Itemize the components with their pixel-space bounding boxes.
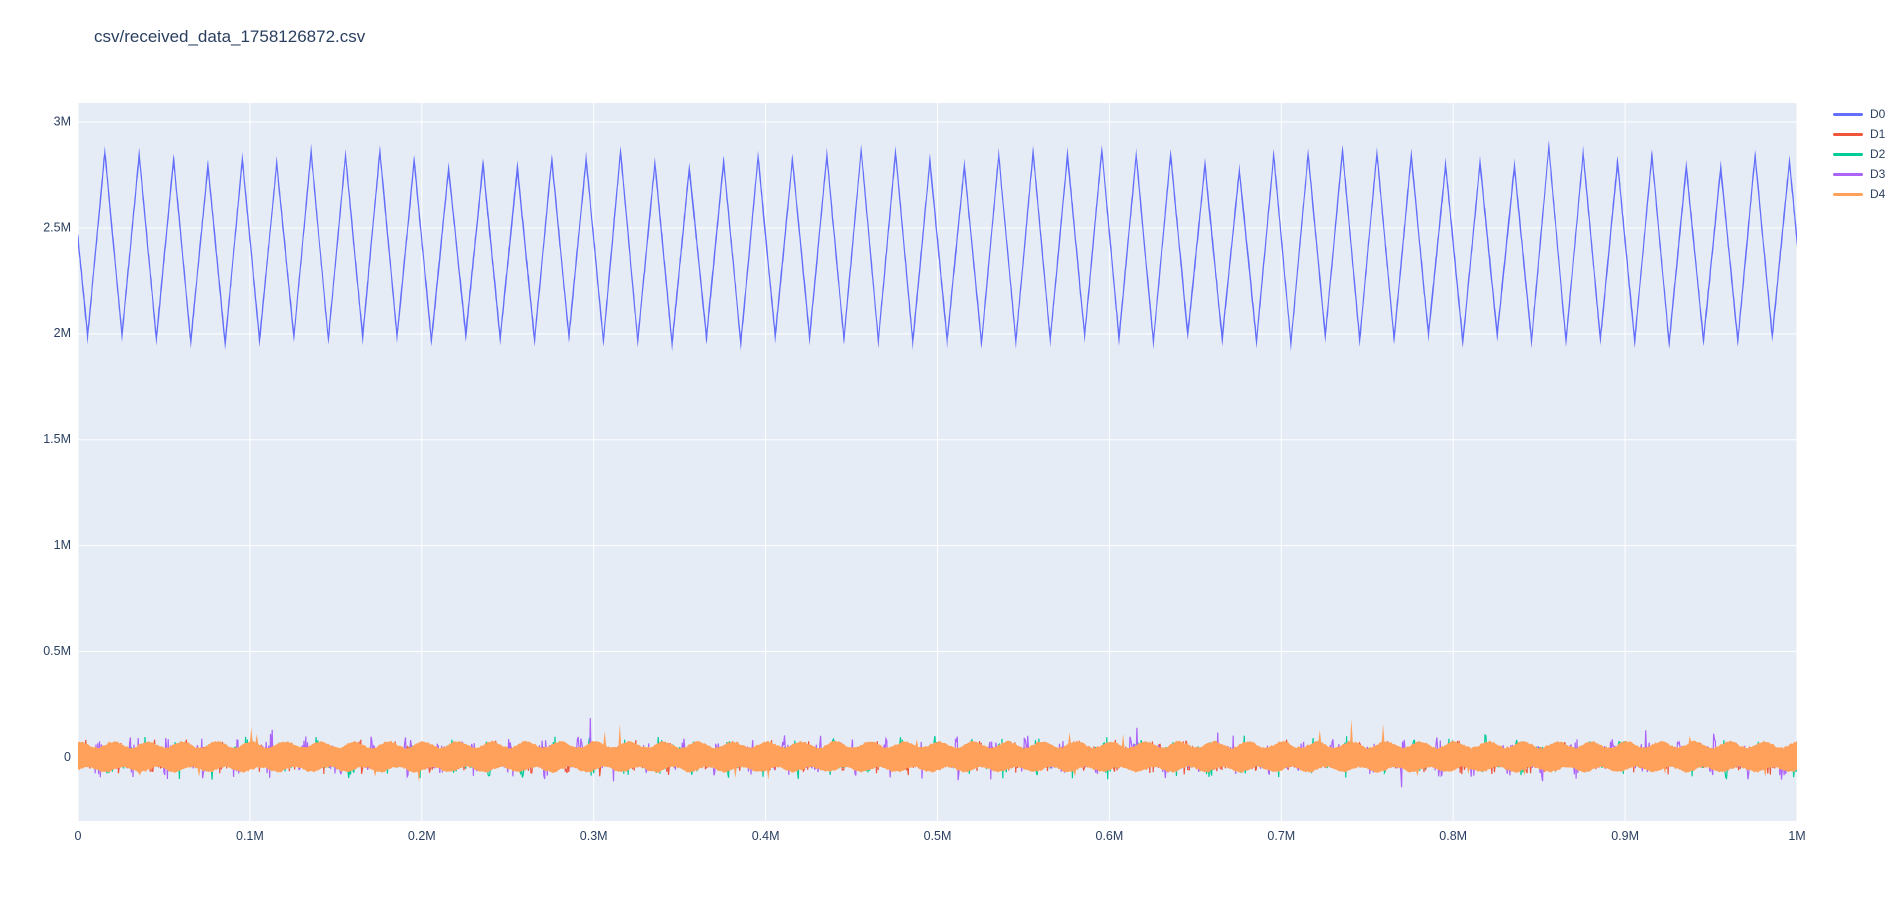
y-axis-labels: 0 0.5M 1M 1.5M 2M 2.5M 3M [43,114,71,763]
x-axis-labels: 0 0.1M 0.2M 0.3M 0.4M 0.5M 0.6M 0.7M 0.8M 0.9M 1M [75,829,1806,843]
x-tick-label: 0.3M [580,829,608,843]
y-tick-label: 0.5M [43,644,71,658]
y-tick-label: 1M [54,538,71,552]
legend-line-swatch-D3 [1833,172,1863,176]
legend-label: D4 [1870,187,1886,201]
y-tick-label: 1.5M [43,432,71,446]
legend-label: D2 [1870,147,1886,161]
legend[interactable]: D0 D1 D2 D3 D4 [1833,104,1885,204]
legend-item-D4[interactable]: D4 [1833,184,1885,204]
x-tick-label: 0.4M [752,829,780,843]
x-tick-label: 0.8M [1439,829,1467,843]
series-D0[interactable] [78,140,1797,352]
y-tick-label: 2M [54,326,71,340]
x-tick-label: 0.1M [236,829,264,843]
y-tick-label: 0 [64,750,71,764]
legend-item-D1[interactable]: D1 [1833,124,1885,144]
legend-line-swatch-D2 [1833,152,1863,156]
series-D4[interactable] [78,718,1797,782]
legend-line-swatch-D4 [1833,192,1863,196]
series-group [78,140,1797,788]
y-tick-label: 2.5M [43,220,71,234]
chart-title: csv/received_data_1758126872.csv [94,27,366,46]
y-tick-label: 3M [54,114,71,128]
x-tick-label: 0.7M [1267,829,1295,843]
legend-label: D1 [1870,127,1886,141]
legend-item-D3[interactable]: D3 [1833,164,1885,184]
x-tick-label: 0.9M [1611,829,1639,843]
legend-item-D2[interactable]: D2 [1833,144,1885,164]
legend-item-D0[interactable]: D0 [1833,104,1885,124]
x-tick-label: 0.5M [924,829,952,843]
legend-line-swatch-D0 [1833,112,1863,116]
legend-label: D0 [1870,107,1886,121]
legend-line-swatch-D1 [1833,132,1863,136]
x-tick-label: 0.6M [1096,829,1124,843]
x-tick-label: 1M [1788,829,1805,843]
legend-label: D3 [1870,167,1886,181]
x-tick-label: 0 [75,829,82,843]
x-tick-label: 0.2M [408,829,436,843]
